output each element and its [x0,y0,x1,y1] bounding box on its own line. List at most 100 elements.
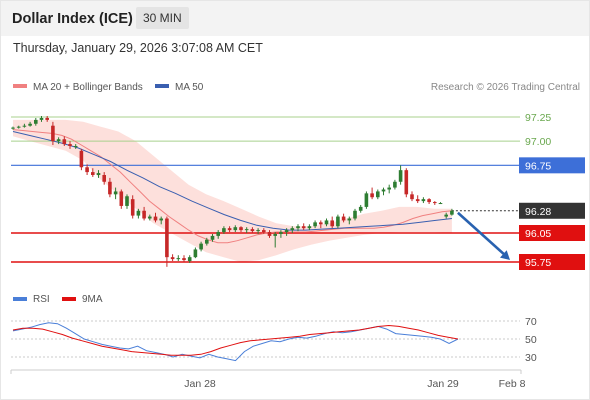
level-label-text: 96.28 [525,206,551,218]
candle [45,116,49,122]
projection-arrow-shaft [457,211,507,257]
candle [170,254,175,262]
x-tick-jan28: Jan 28 [184,378,216,390]
rsi-panel: 70 50 30 [11,316,537,364]
candle [199,241,203,252]
candle [34,117,38,126]
candle [421,197,426,204]
copyright: Research © 2026 Trading Central [431,82,580,93]
candle [404,168,409,198]
rsi-legend-label: RSI [33,294,50,305]
candle [73,144,78,149]
level-label-97-00: 97.00 [525,136,551,148]
ma20-legend-label: MA 20 + Bollinger Bands [33,82,143,93]
candle [347,216,352,225]
candle [398,165,403,185]
candle [22,123,27,128]
level-label-95-75: 95.75 [519,254,585,270]
candle [336,214,340,229]
candle [364,191,369,209]
ma50-legend-label: MA 50 [175,82,204,93]
candle [113,187,118,200]
candle [39,116,44,122]
candle [233,225,238,233]
rsi-tick-50: 50 [525,334,537,346]
level-labels: 97.25 97.00 96.75 96.28 96.05 95.75 [519,112,585,270]
candle [119,189,124,209]
timestamp: Thursday, January 29, 2026 3:07:08 AM CE… [13,41,263,55]
candle [216,230,220,239]
candle [376,189,380,200]
level-label-text: 95.75 [525,257,551,269]
candle [427,198,431,204]
candle [433,201,437,205]
x-axis: Jan 28 Jan 29 Feb 8 [10,369,526,390]
candle [210,233,215,242]
candle [393,179,397,190]
rsi-tick-70: 70 [525,316,537,328]
candle [108,177,112,198]
candle [16,125,21,129]
candle [91,168,95,177]
moving-averages [12,129,452,244]
candle [262,228,266,234]
candle [319,220,323,229]
candle [438,202,443,205]
candle [51,121,55,146]
rsi-legend: RSI 9MA [13,294,103,305]
x-tick-feb8: Feb 8 [499,378,526,390]
candle [341,213,346,223]
rsi-ma-legend-label: 9MA [82,294,103,305]
level-label-text: 97.00 [525,136,551,148]
projection-arrow [457,211,510,260]
candle [85,164,89,175]
candle [125,194,129,209]
interval-badge[interactable]: 30 MIN [136,7,189,29]
candle [205,237,209,246]
candle [284,228,289,236]
candle [239,226,243,233]
candle [56,137,61,145]
candle [415,195,420,204]
candle [410,191,414,202]
candle [136,208,141,219]
candle [444,212,448,219]
candle [62,136,67,146]
rsi-ma-legend-swatch [62,297,76,301]
candle [256,228,260,234]
candle [176,255,181,262]
candle [296,224,300,232]
candlesticks [11,116,454,267]
projection-arrow-head [499,250,510,260]
candle [301,223,306,231]
candle [313,220,317,229]
level-label-text: 97.25 [525,112,551,124]
candle [273,232,277,248]
candle [222,226,226,234]
candle [250,227,255,233]
candle [148,214,152,221]
ma20-line [12,129,452,244]
candle [324,218,329,227]
candle [165,216,169,267]
candle [96,170,101,178]
candle [387,184,391,194]
candle [290,226,295,233]
candle [79,148,84,171]
candle [159,216,163,225]
price-legend: MA 20 + Bollinger Bands MA 50 [13,82,204,93]
candle [28,121,32,127]
candle [227,226,232,233]
header-bar: Dollar Index (ICE) 30 MIN [1,1,589,36]
candle [244,227,249,233]
candle [130,195,135,219]
candle [330,216,334,229]
rsi-legend-swatch [13,297,27,301]
rsi-tick-30: 30 [525,352,537,364]
candle [102,172,106,185]
candle [279,230,283,238]
level-label-text: 96.75 [525,160,551,172]
candle [358,204,363,213]
candle [187,255,192,263]
